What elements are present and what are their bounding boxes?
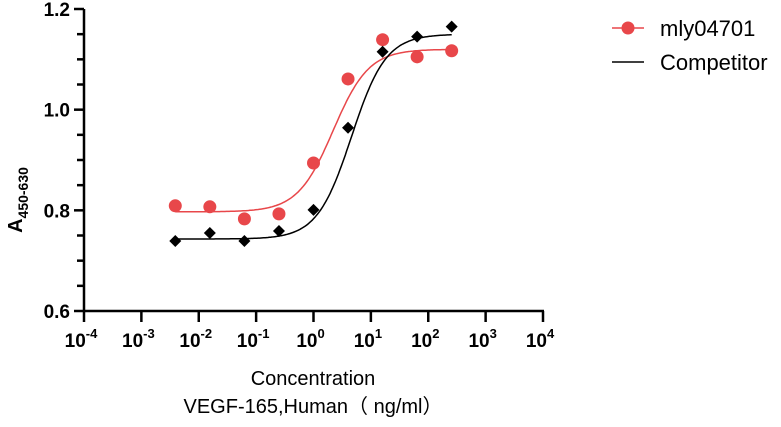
x-tick-label: 103 [468,326,496,352]
data-point-mly04701 [307,156,320,170]
legend: mly04701 Competitor [612,16,768,75]
x-tick-label: 101 [354,326,382,352]
data-point-competitor [272,224,285,237]
data-points [168,20,459,248]
y-tick-label: 0.6 [44,302,70,323]
fit-curves [175,34,452,240]
x-tick-label: 10-2 [179,326,212,352]
data-point-mly04701 [272,207,286,221]
y-axis-label-main: A [5,218,27,232]
data-point-mly04701 [203,200,217,214]
x-tick-label: 10-4 [65,326,98,352]
fit-curve-mly04701 [175,48,452,213]
data-point-competitor [342,121,355,134]
data-point-competitor [445,20,458,33]
data-point-competitor [411,30,424,43]
x-tick-label: 102 [411,326,439,352]
fit-curve-competitor [175,34,452,240]
data-point-competitor [376,45,389,58]
x-tick-label: 10-1 [237,326,270,352]
data-point-competitor [238,235,251,248]
data-point-mly04701 [168,199,182,213]
axes: 0.6 0.8 1.0 1.2 10-4 10-3 10-2 10-1 100 101 102 103… [44,0,555,352]
legend-item-mly04701: mly04701 [612,16,755,41]
x-tick-label: 10-3 [122,326,155,352]
y-tick-label: 0.8 [44,201,70,222]
data-point-mly04701 [410,50,424,64]
y-axis-label-sub: 450-630 [15,167,31,219]
data-point-mly04701 [376,33,390,47]
data-point-competitor [203,226,216,239]
y-axis-label: A450-630 [5,167,31,233]
data-point-mly04701 [445,44,459,58]
data-point-competitor [307,203,320,216]
data-point-competitor [169,235,182,248]
legend-circle-icon [621,21,635,35]
data-point-mly04701 [341,72,355,86]
y-tick-label: 1.0 [44,101,70,122]
legend-label: mly04701 [660,16,755,41]
svg-text:A450-630: A450-630 [5,167,31,233]
legend-item-competitor: Competitor [612,50,768,75]
x-tick-label: 104 [526,326,555,352]
legend-label: Competitor [660,50,768,75]
x-tick-label: 100 [296,326,324,352]
data-point-mly04701 [237,212,251,226]
x-axis-label-units: VEGF-165,Human（ ng/ml） [184,395,443,418]
x-axis-label: Concentration [251,368,376,390]
y-tick-label: 1.2 [44,0,70,21]
